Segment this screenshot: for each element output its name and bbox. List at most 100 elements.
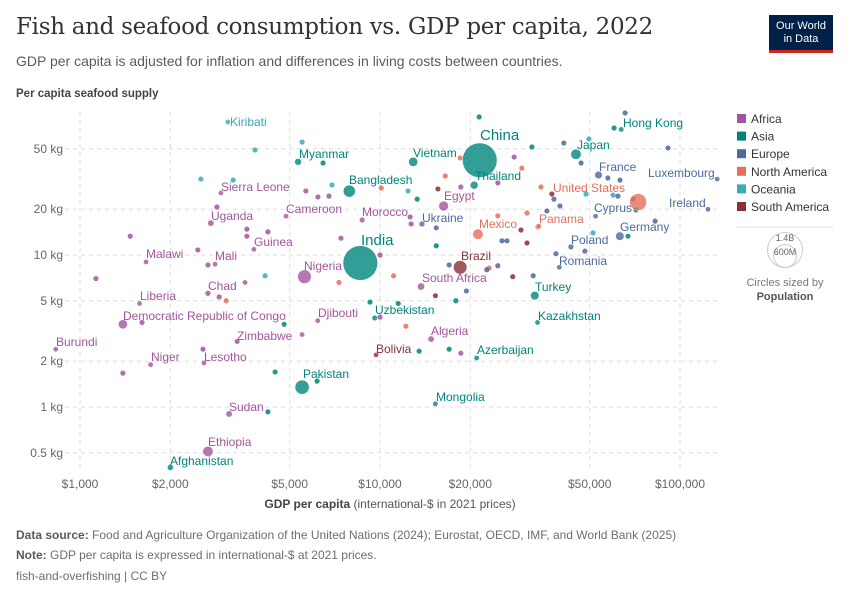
data-point-brazil[interactable] <box>453 260 468 275</box>
label-azerbaijan[interactable]: Azerbaijan <box>477 343 534 357</box>
label-chad[interactable]: Chad <box>208 279 237 293</box>
data-point-china[interactable] <box>462 142 498 178</box>
data-point-uzbekistan[interactable] <box>371 315 378 321</box>
data-point[interactable] <box>367 299 373 305</box>
data-point[interactable] <box>665 145 671 151</box>
size-legend-variable[interactable]: Population <box>757 291 814 303</box>
data-point[interactable] <box>200 346 206 352</box>
data-point[interactable] <box>433 225 439 231</box>
label-myanmar[interactable]: Myanmar <box>299 147 349 161</box>
data-point[interactable] <box>476 114 482 120</box>
data-point[interactable] <box>605 175 611 181</box>
data-point[interactable] <box>93 275 99 282</box>
data-point-sierra-leone[interactable] <box>218 190 224 196</box>
data-source-text[interactable]: Food and Agriculture Organization of the… <box>92 528 677 542</box>
data-point-liberia[interactable] <box>136 300 143 307</box>
data-point-myanmar[interactable] <box>294 158 302 166</box>
data-point[interactable] <box>561 140 567 146</box>
data-point[interactable] <box>557 203 563 209</box>
label-guinea[interactable]: Guinea <box>254 235 293 249</box>
label-thailand[interactable]: Thailand <box>475 169 521 183</box>
data-point-france[interactable] <box>594 171 603 179</box>
data-point[interactable] <box>198 176 204 182</box>
data-point[interactable] <box>303 188 309 194</box>
legend-item-oceania[interactable]: Oceania <box>737 182 796 196</box>
data-point[interactable] <box>120 370 126 376</box>
data-point-pakistan[interactable] <box>294 379 310 395</box>
label-japan[interactable]: Japan <box>577 138 610 152</box>
data-point-niger[interactable] <box>147 361 154 368</box>
data-point-germany[interactable] <box>615 231 625 241</box>
data-point-democratic-republic-of-congo[interactable] <box>118 319 128 330</box>
data-point[interactable] <box>586 136 592 142</box>
data-point[interactable] <box>195 247 201 253</box>
label-niger[interactable]: Niger <box>151 350 180 364</box>
data-point[interactable] <box>458 350 464 356</box>
data-point[interactable] <box>252 147 258 153</box>
data-point[interactable] <box>336 279 342 286</box>
data-point[interactable] <box>244 226 250 232</box>
legend-item-north-america[interactable]: North America <box>737 165 827 179</box>
label-afghanistan[interactable]: Afghanistan <box>170 454 233 468</box>
data-point[interactable] <box>549 191 555 197</box>
label-morocco[interactable]: Morocco <box>362 205 408 219</box>
label-mexico[interactable]: Mexico <box>479 217 517 231</box>
data-point[interactable] <box>416 348 422 354</box>
data-point[interactable] <box>453 298 459 304</box>
data-point-panama[interactable] <box>535 223 542 229</box>
data-point[interactable] <box>139 319 145 326</box>
legend-item-europe[interactable]: Europe <box>737 147 790 161</box>
data-point[interactable] <box>395 300 401 307</box>
label-sudan[interactable]: Sudan <box>229 400 264 414</box>
data-point[interactable] <box>326 193 332 199</box>
data-point-india[interactable] <box>342 245 378 281</box>
label-ukraine[interactable]: Ukraine <box>422 211 464 225</box>
label-mongolia[interactable]: Mongolia <box>436 390 485 404</box>
data-point[interactable] <box>407 214 413 220</box>
data-point[interactable] <box>432 293 439 299</box>
data-point[interactable] <box>314 378 320 384</box>
data-point[interactable] <box>223 298 229 304</box>
data-point-luxembourg[interactable] <box>714 176 720 182</box>
data-point[interactable] <box>377 314 383 320</box>
label-ethiopia[interactable]: Ethiopia <box>208 435 252 449</box>
legend-item-africa[interactable]: Africa <box>737 112 782 126</box>
data-point[interactable] <box>338 235 344 241</box>
data-point[interactable] <box>495 213 501 219</box>
data-point-ukraine[interactable] <box>418 220 426 228</box>
data-point-turkey[interactable] <box>530 291 540 301</box>
data-point[interactable] <box>299 139 305 145</box>
label-vietnam[interactable]: Vietnam <box>413 146 457 160</box>
label-panama[interactable]: Panama <box>539 212 584 226</box>
label-france[interactable]: France <box>599 160 637 174</box>
label-romania[interactable]: Romania <box>559 254 607 268</box>
data-point-mexico[interactable] <box>472 228 484 240</box>
data-point-ireland[interactable] <box>705 206 711 213</box>
data-point[interactable] <box>265 409 271 415</box>
data-point-egypt[interactable] <box>438 200 449 212</box>
data-point[interactable] <box>216 294 222 300</box>
data-point[interactable] <box>442 173 448 179</box>
data-point[interactable] <box>590 230 596 236</box>
data-point-cyprus[interactable] <box>592 213 599 219</box>
data-point[interactable] <box>281 321 287 327</box>
data-point[interactable] <box>617 177 623 183</box>
data-point[interactable] <box>458 184 464 190</box>
data-point[interactable] <box>538 184 544 190</box>
label-djibouti[interactable]: Djibouti <box>318 306 358 320</box>
data-point[interactable] <box>622 110 628 116</box>
data-point-cameroon[interactable] <box>283 213 289 219</box>
label-nigeria[interactable]: Nigeria <box>304 259 342 273</box>
data-point-guinea[interactable] <box>251 246 257 253</box>
label-pakistan[interactable]: Pakistan <box>303 367 349 381</box>
label-lesotho[interactable]: Lesotho <box>204 350 247 364</box>
data-point[interactable] <box>544 208 550 214</box>
owid-logo[interactable]: Our World in Data <box>769 15 833 53</box>
data-point[interactable] <box>583 191 589 197</box>
data-point[interactable] <box>625 233 631 239</box>
data-point[interactable] <box>524 210 530 216</box>
label-south-africa[interactable]: South Africa <box>422 271 487 285</box>
data-point[interactable] <box>403 323 409 329</box>
data-point-nigeria[interactable] <box>297 269 312 284</box>
label-india[interactable]: India <box>361 232 394 249</box>
